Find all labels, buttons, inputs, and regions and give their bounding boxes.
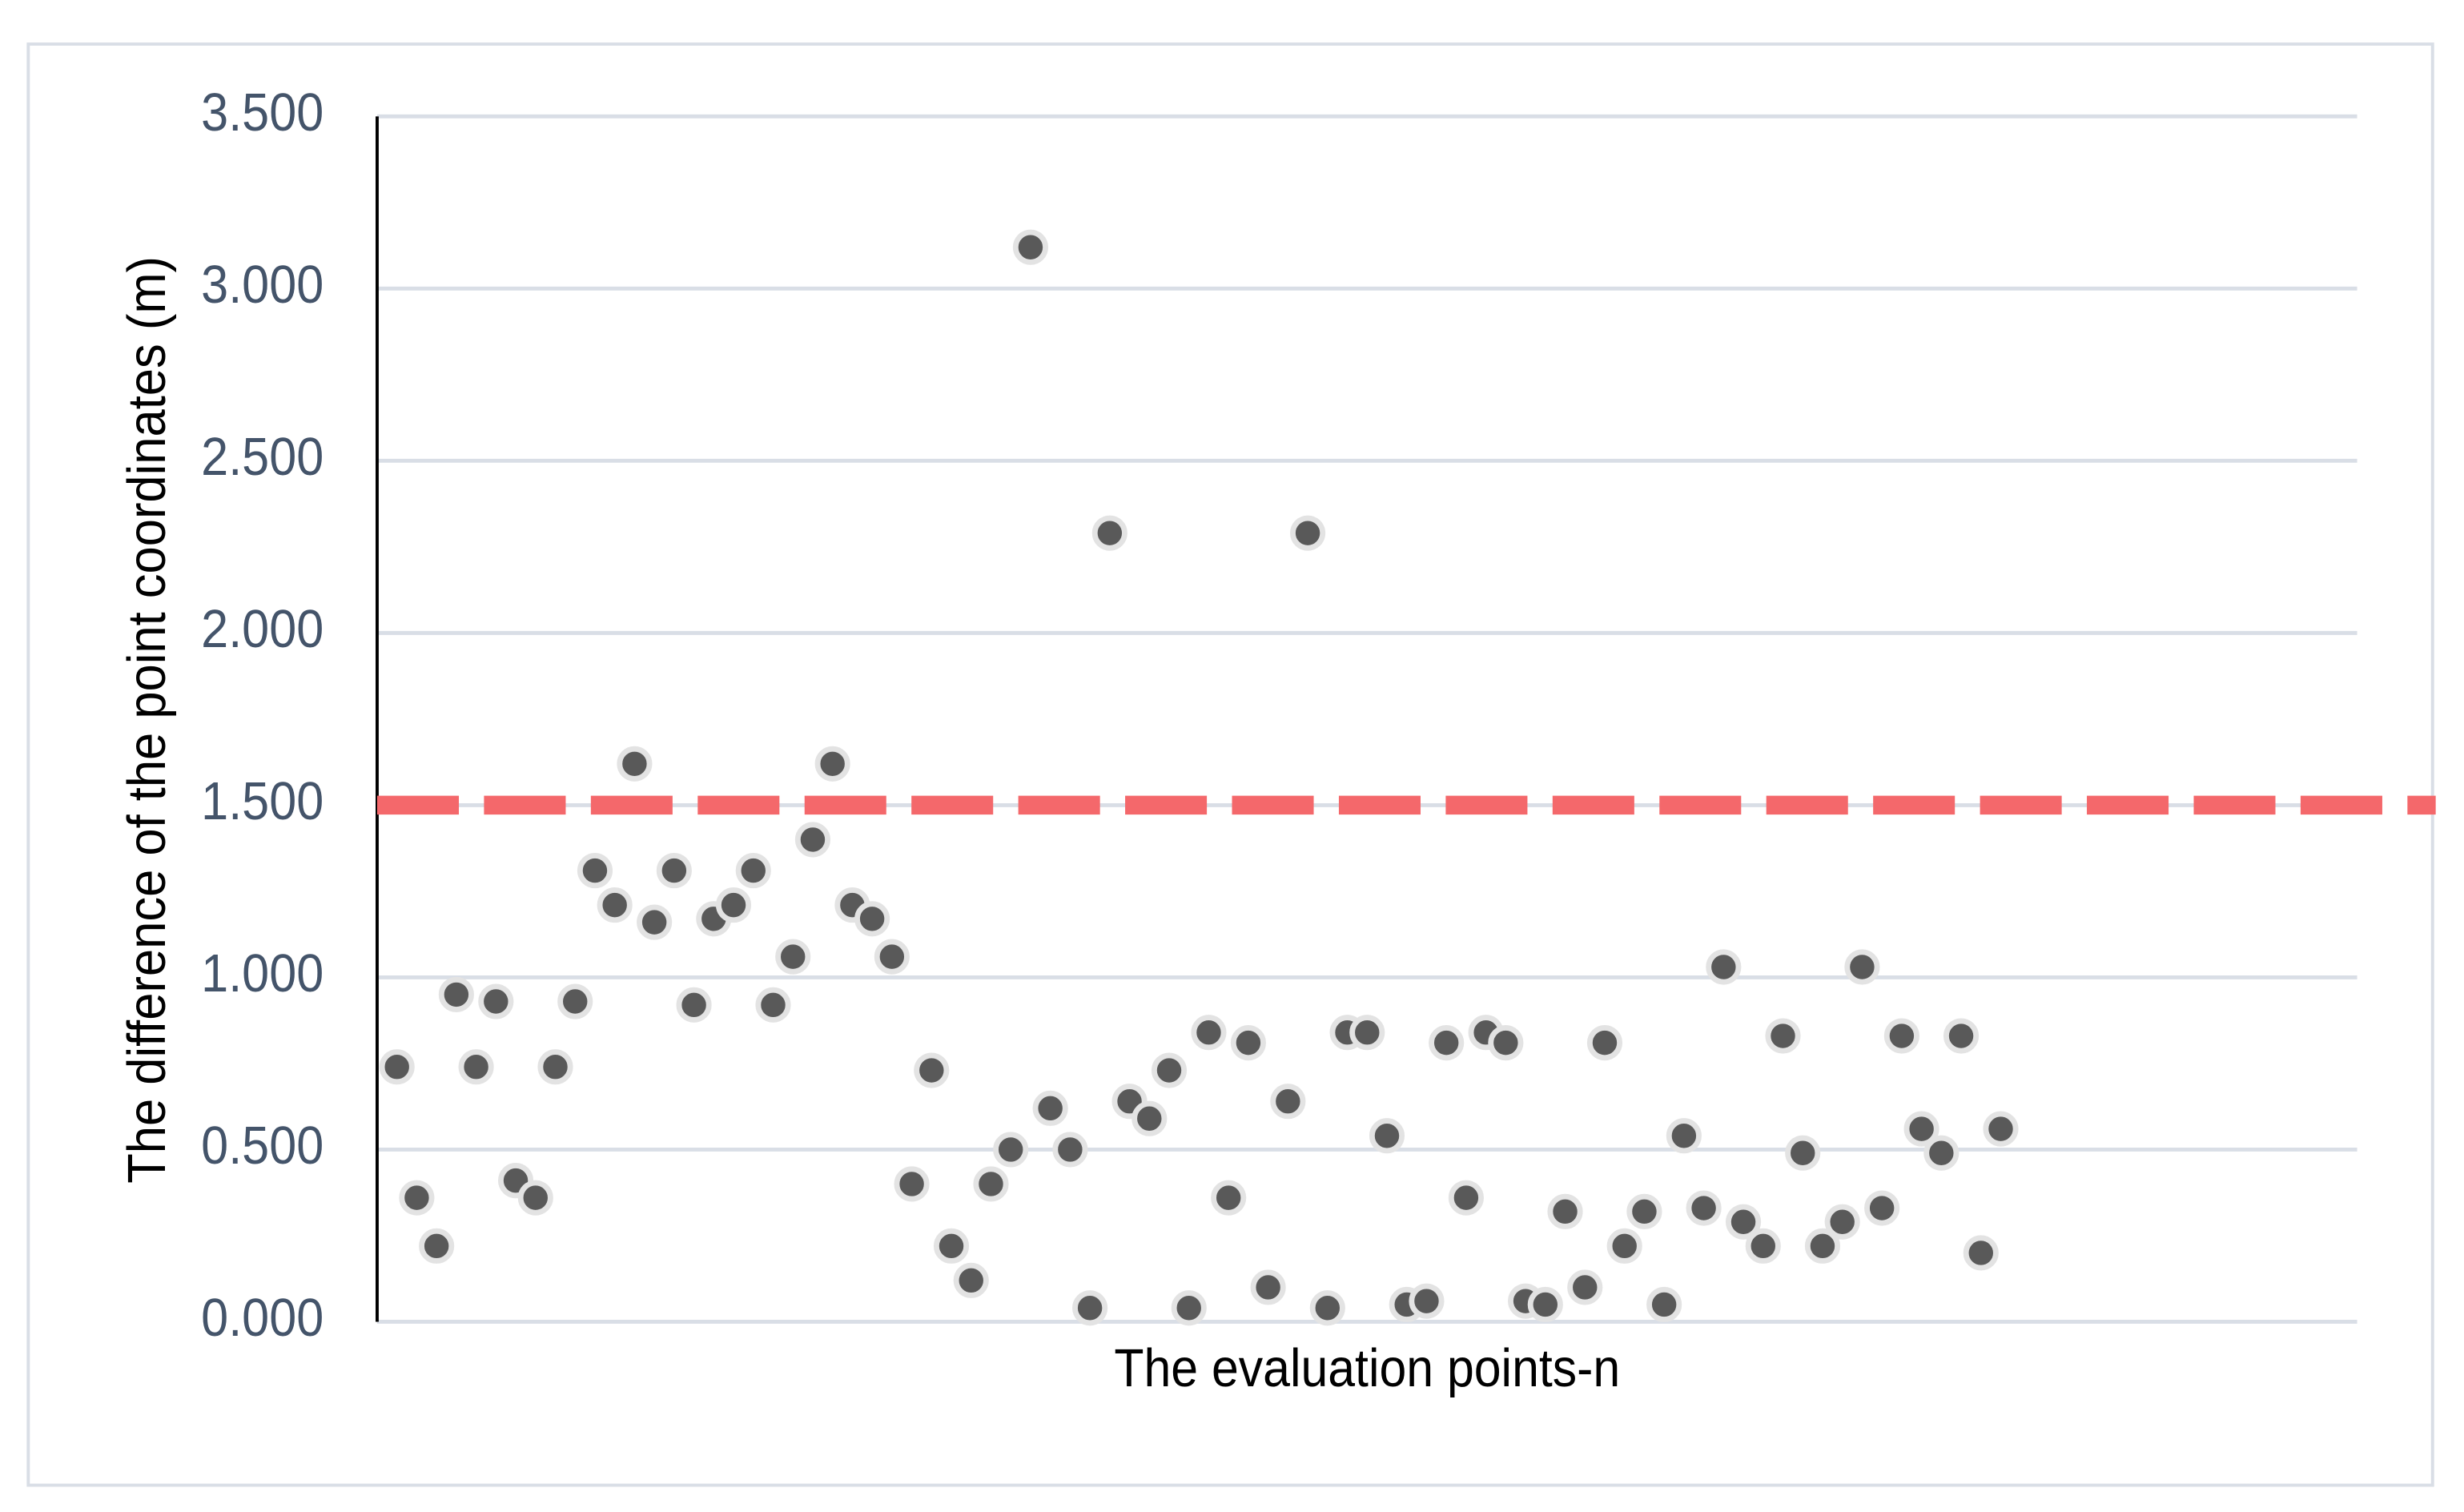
point <box>1785 1135 1821 1171</box>
point <box>617 746 653 782</box>
x-axis-label: The evaluation points-n <box>1114 1339 1620 1398</box>
point <box>1844 949 1880 985</box>
point <box>1606 1228 1642 1264</box>
y-tick-label: 3.000 <box>201 255 324 315</box>
point <box>973 1166 1009 1202</box>
point <box>1745 1228 1781 1264</box>
point <box>1864 1190 1900 1226</box>
y-tick-label: 1.500 <box>201 772 324 831</box>
point <box>1943 1018 1980 1054</box>
point <box>993 1132 1029 1168</box>
point <box>1567 1269 1603 1305</box>
point <box>1211 1180 1247 1216</box>
point <box>1725 1204 1762 1240</box>
point <box>1586 1025 1623 1061</box>
point <box>1191 1015 1227 1051</box>
point <box>517 1180 553 1216</box>
point <box>1963 1235 1999 1271</box>
point <box>775 939 811 975</box>
point <box>458 1049 494 1085</box>
point <box>1132 1100 1168 1136</box>
point <box>914 1052 950 1088</box>
point <box>557 983 593 1019</box>
point <box>854 901 890 937</box>
point <box>1646 1286 1682 1323</box>
point <box>1527 1286 1563 1323</box>
point <box>953 1262 989 1298</box>
point <box>537 1049 573 1085</box>
y-tick-label: 2.500 <box>201 428 324 487</box>
point <box>1151 1052 1188 1088</box>
point <box>597 887 633 923</box>
point <box>755 987 791 1023</box>
point <box>1983 1111 2019 1147</box>
point <box>1309 1290 1345 1326</box>
point <box>1250 1269 1286 1305</box>
point <box>1626 1193 1662 1229</box>
point <box>1091 515 1127 551</box>
point <box>1666 1118 1702 1154</box>
y-tick-label: 3.500 <box>201 83 324 143</box>
point <box>894 1166 930 1202</box>
y-tick-label: 0.500 <box>201 1116 324 1176</box>
point <box>715 887 752 923</box>
point <box>1409 1283 1445 1319</box>
y-tick-label: 1.000 <box>201 944 324 1003</box>
point <box>438 976 474 1012</box>
point <box>794 822 831 858</box>
point <box>419 1228 455 1264</box>
point <box>1230 1025 1266 1061</box>
y-axis-label: The difference of the point coordinates … <box>118 256 177 1184</box>
point <box>1349 1015 1385 1051</box>
point <box>1369 1118 1405 1154</box>
point <box>1032 1090 1068 1126</box>
point <box>1488 1025 1524 1061</box>
point <box>1072 1290 1108 1326</box>
chart-frame <box>26 42 2434 1487</box>
point <box>656 853 692 889</box>
point <box>874 939 910 975</box>
point <box>379 1049 415 1085</box>
point <box>1448 1180 1484 1216</box>
point <box>1290 515 1326 551</box>
point <box>933 1228 970 1264</box>
point <box>1765 1018 1801 1054</box>
point <box>1706 949 1742 985</box>
point <box>735 853 771 889</box>
point <box>1883 1018 1919 1054</box>
y-tick-label: 2.000 <box>201 600 324 659</box>
point <box>1270 1084 1306 1120</box>
point <box>1804 1228 1841 1264</box>
point <box>1429 1025 1465 1061</box>
point <box>399 1180 435 1216</box>
point <box>676 987 712 1023</box>
point <box>478 983 514 1019</box>
y-tick-label: 0.000 <box>201 1289 324 1348</box>
point <box>814 746 850 782</box>
point <box>1171 1290 1207 1326</box>
point <box>637 904 673 940</box>
point <box>577 853 613 889</box>
point <box>1052 1132 1088 1168</box>
point <box>1012 229 1049 265</box>
point <box>1686 1190 1722 1226</box>
point <box>1923 1135 1960 1171</box>
point <box>1824 1204 1860 1240</box>
point <box>1547 1193 1583 1229</box>
point <box>1903 1111 1939 1147</box>
